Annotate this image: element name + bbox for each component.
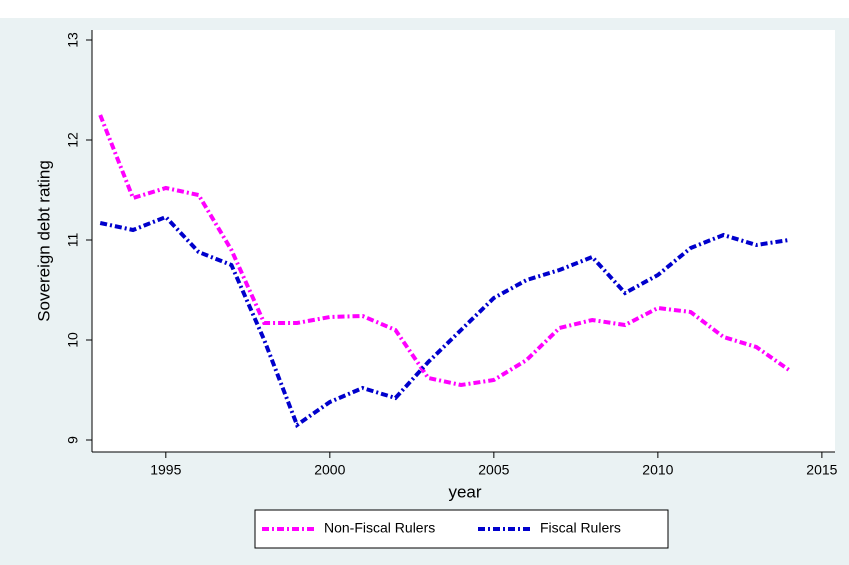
x-tick-label: 2005 <box>478 462 509 478</box>
x-tick-label: 1995 <box>150 462 181 478</box>
plot-area <box>92 30 835 452</box>
x-tick-label: 2010 <box>642 462 673 478</box>
legend-label: Fiscal Rulers <box>540 520 621 536</box>
y-tick-label: 13 <box>65 32 81 48</box>
x-tick-label: 2015 <box>806 462 837 478</box>
y-tick-label: 10 <box>65 332 81 348</box>
y-tick-label: 11 <box>65 233 81 248</box>
y-tick-label: 12 <box>65 132 81 148</box>
y-axis-label: Sovereign debt rating <box>34 160 53 322</box>
legend-label: Non-Fiscal Rulers <box>324 520 435 536</box>
data-line <box>98 114 791 388</box>
legend-box <box>254 509 669 549</box>
data-line <box>99 214 790 429</box>
y-tick-label: 9 <box>65 436 81 444</box>
x-tick-label: 2000 <box>314 462 345 478</box>
x-axis-label: year <box>448 482 481 501</box>
